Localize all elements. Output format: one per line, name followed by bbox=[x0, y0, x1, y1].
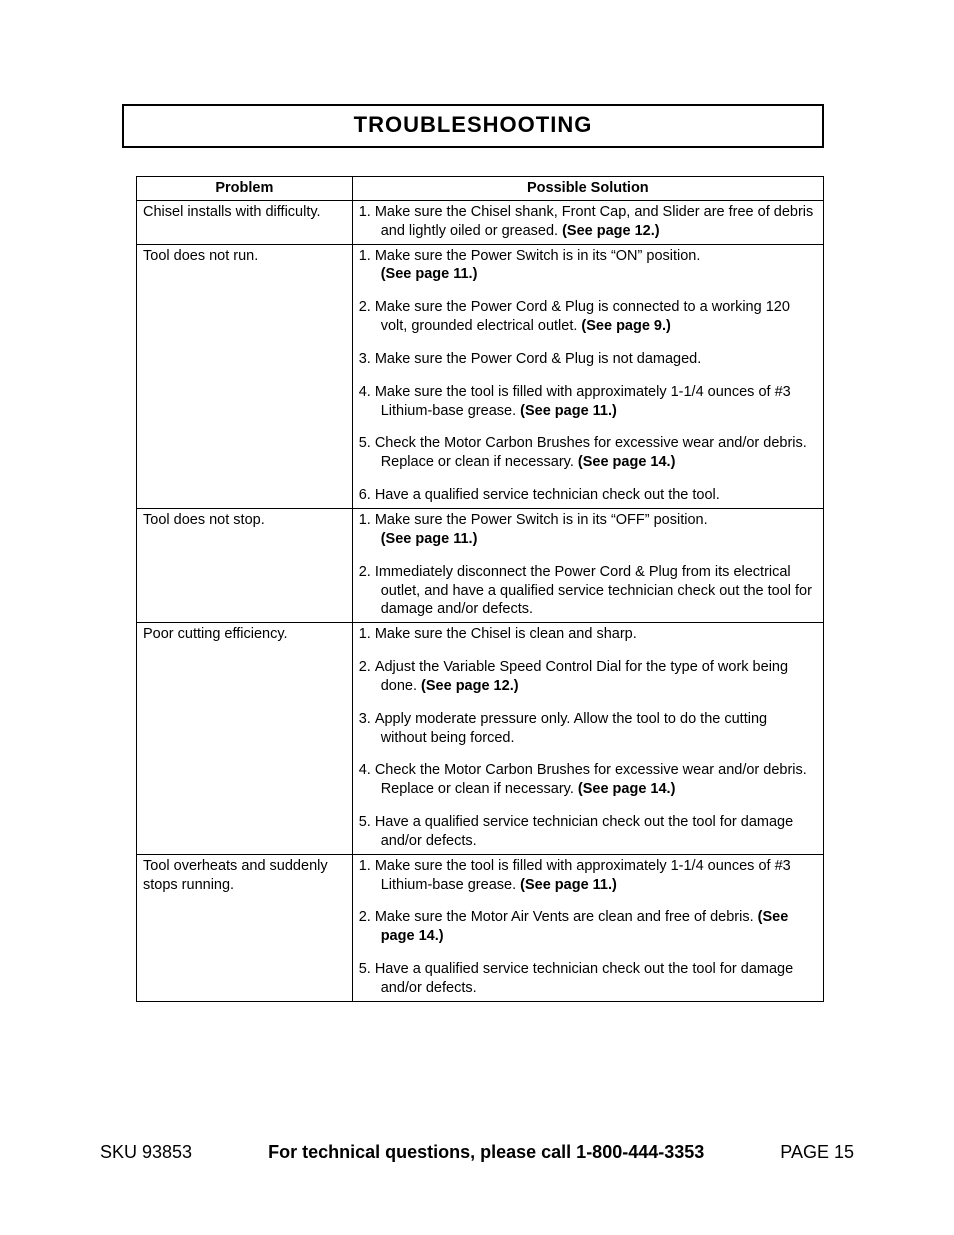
solution-item: 2. Make sure the Motor Air Vents are cle… bbox=[359, 908, 817, 946]
problem-cell: Chisel installs with difficulty. bbox=[137, 200, 353, 244]
solution-cell: 1. Make sure the Power Switch is in its … bbox=[352, 244, 823, 508]
problem-cell: Tool does not run. bbox=[137, 244, 353, 508]
troubleshooting-table: Problem Possible Solution Chisel install… bbox=[136, 176, 824, 1002]
solution-item: 2. Adjust the Variable Speed Control Dia… bbox=[359, 658, 817, 696]
table-header-row: Problem Possible Solution bbox=[137, 177, 824, 201]
footer-tech: For technical questions, please call 1-8… bbox=[268, 1142, 704, 1163]
solution-item: 3. Apply moderate pressure only. Allow t… bbox=[359, 710, 817, 748]
solution-item: 4. Make sure the tool is filled with app… bbox=[359, 383, 817, 421]
solution-item: 5. Have a qualified service technician c… bbox=[359, 960, 817, 998]
header-solution: Possible Solution bbox=[352, 177, 823, 201]
page-footer: SKU 93853 For technical questions, pleas… bbox=[100, 1142, 854, 1163]
table-row: Chisel installs with difficulty.1. Make … bbox=[137, 200, 824, 244]
table-row: Poor cutting efficiency. 1. Make sure the… bbox=[137, 623, 824, 855]
solution-item: 3. Make sure the Power Cord & Plug is no… bbox=[359, 350, 817, 369]
solution-cell: 1. Make sure the Power Switch is in its … bbox=[352, 508, 823, 622]
solution-item: 2. Immediately disconnect the Power Cord… bbox=[359, 563, 817, 620]
problem-cell: Poor cutting efficiency. bbox=[137, 623, 353, 855]
solution-item: 5. Check the Motor Carbon Brushes for ex… bbox=[359, 434, 817, 472]
solution-item: 1. Make sure the Chisel shank, Front Cap… bbox=[359, 203, 817, 241]
solution-cell: 1. Make sure the tool is filled with app… bbox=[352, 854, 823, 1001]
solution-item: 1. Make sure the Power Switch is in its … bbox=[359, 247, 817, 285]
title-box: TROUBLESHOOTING bbox=[122, 104, 824, 148]
footer-sku: SKU 93853 bbox=[100, 1142, 192, 1163]
solution-item: 1. Make sure the tool is filled with app… bbox=[359, 857, 817, 895]
solution-item: 4. Check the Motor Carbon Brushes for ex… bbox=[359, 761, 817, 799]
table-row: Tool does not stop.1. Make sure the Powe… bbox=[137, 508, 824, 622]
table-row: Tool overheats and suddenly stops runnin… bbox=[137, 854, 824, 1001]
footer-page: PAGE 15 bbox=[780, 1142, 854, 1163]
header-problem: Problem bbox=[137, 177, 353, 201]
page-title: TROUBLESHOOTING bbox=[124, 112, 822, 138]
solution-item: 6. Have a qualified service technician c… bbox=[359, 486, 817, 505]
table-row: Tool does not run.1. Make sure the Power… bbox=[137, 244, 824, 508]
page-content: TROUBLESHOOTING Problem Possible Solutio… bbox=[122, 104, 824, 1002]
problem-cell: Tool overheats and suddenly stops runnin… bbox=[137, 854, 353, 1001]
solution-item: 2. Make sure the Power Cord & Plug is co… bbox=[359, 298, 817, 336]
solution-cell: 1. Make sure the Chisel is clean and sha… bbox=[352, 623, 823, 855]
problem-cell: Tool does not stop. bbox=[137, 508, 353, 622]
solution-item: 1. Make sure the Power Switch is in its … bbox=[359, 511, 817, 549]
solution-item: 1. Make sure the Chisel is clean and sha… bbox=[359, 625, 817, 644]
solution-item: 5. Have a qualified service technician c… bbox=[359, 813, 817, 851]
solution-cell: 1. Make sure the Chisel shank, Front Cap… bbox=[352, 200, 823, 244]
